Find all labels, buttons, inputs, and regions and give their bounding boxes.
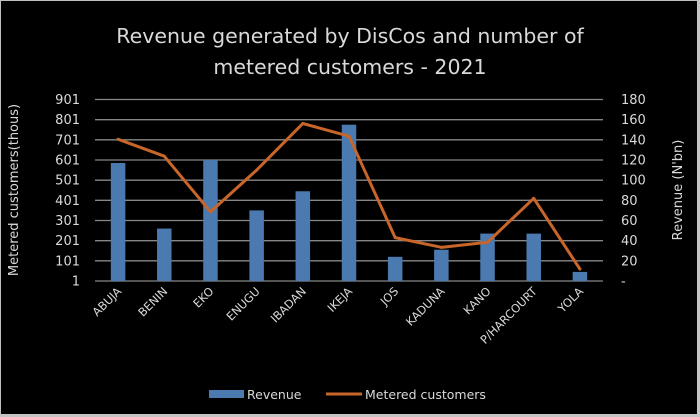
legend: Revenue Metered customers — [209, 387, 486, 402]
right-tick-label: 140 — [621, 133, 646, 148]
revenue-bar-eko — [203, 160, 218, 281]
left-tick-label: 701 — [55, 133, 80, 148]
metered-point-abuja — [116, 137, 120, 141]
revenue-bar-enugu — [249, 210, 264, 281]
revenue-bar-ikeja — [341, 124, 357, 281]
metered-point-kaduna — [439, 245, 443, 249]
metered-point-yola — [578, 267, 582, 271]
right-tick-label: 100 — [621, 174, 646, 189]
category-label: IKEJA — [325, 284, 356, 315]
revenue-bar-ibadan — [295, 191, 311, 281]
left-axis-ticks: 1 101 201 301 401 501 601 701 801 901 — [55, 93, 80, 290]
metered-point-eko — [208, 210, 212, 214]
revenue-bar-kano — [480, 233, 495, 281]
metered-point-kano — [486, 240, 490, 244]
category-label: BENIN — [135, 284, 170, 319]
revenue-bar-jos — [387, 256, 403, 281]
category-label: ENUGU — [223, 284, 262, 323]
category-label: ABUJA — [89, 284, 124, 319]
category-label: YOLA — [554, 284, 586, 316]
revenue-bars — [110, 124, 588, 281]
revenue-bar-benin — [157, 228, 172, 281]
right-tick-label: 160 — [621, 113, 646, 128]
category-label: IBADAN — [268, 284, 309, 325]
metered-point-ikeja — [347, 134, 351, 138]
category-label: KANO — [461, 284, 494, 317]
chart-title-line-2: metered customers - 2021 — [213, 55, 486, 79]
gridlines — [95, 98, 603, 282]
left-axis-label: Metered customers(thous) — [7, 104, 22, 276]
right-tick-label: 40 — [621, 234, 638, 249]
left-tick-label: 601 — [55, 154, 80, 169]
left-tick-label: 401 — [55, 194, 80, 209]
right-axis-label: Revenue (N'bn) — [671, 140, 686, 241]
metered-point-enugu — [255, 168, 259, 172]
revenue-bar-yola — [572, 271, 588, 281]
chart-title: Revenue generated by DisCos and number o… — [116, 24, 584, 79]
category-label: JOS — [377, 284, 402, 309]
left-tick-label: 801 — [55, 113, 80, 128]
category-label: EKO — [190, 284, 216, 310]
revenue-bar-abuja — [110, 163, 126, 281]
right-tick-label: 20 — [621, 254, 638, 269]
category-labels: ABUJA BENIN EKO ENUGU IBADAN IKEJA JOS KADUNA KA… — [89, 284, 586, 347]
metered-point-ibadan — [301, 121, 305, 125]
metered-point-benin — [162, 154, 166, 158]
chart-title-line-1: Revenue generated by DisCos and number o… — [116, 24, 584, 48]
revenue-bar-pharcourt — [526, 233, 541, 281]
right-tick-label: 120 — [621, 154, 646, 169]
legend-revenue-swatch — [209, 390, 244, 398]
right-tick-label: 80 — [621, 194, 638, 209]
left-tick-label: 901 — [55, 93, 80, 108]
category-label: KADUNA — [403, 284, 448, 329]
left-tick-label: 301 — [55, 214, 80, 229]
legend-metered-customers-label: Metered customers — [365, 387, 486, 402]
left-tick-label: 101 — [55, 254, 80, 269]
left-tick-label: 501 — [55, 174, 80, 189]
right-tick-label: 180 — [621, 93, 646, 108]
left-tick-label: 1 — [72, 275, 80, 290]
metered-customers-line — [116, 121, 582, 271]
right-tick-label: - — [621, 275, 626, 290]
revenue-bar-kaduna — [434, 249, 449, 281]
left-tick-label: 201 — [55, 234, 80, 249]
right-axis-ticks: - 20 40 60 80 100 120 140 160 180 — [621, 93, 646, 290]
legend-revenue-label: Revenue — [247, 387, 302, 402]
right-tick-label: 60 — [621, 214, 638, 229]
metered-point-jos — [393, 236, 397, 240]
metered-point-pharcourt — [532, 196, 536, 200]
